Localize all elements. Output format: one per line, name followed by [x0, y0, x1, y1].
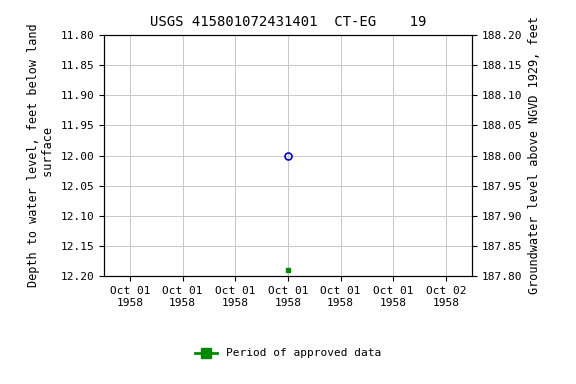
Title: USGS 415801072431401  CT-EG    19: USGS 415801072431401 CT-EG 19	[150, 15, 426, 29]
Legend: Period of approved data: Period of approved data	[191, 344, 385, 363]
Y-axis label: Depth to water level, feet below land
 surface: Depth to water level, feet below land su…	[26, 24, 55, 287]
Y-axis label: Groundwater level above NGVD 1929, feet: Groundwater level above NGVD 1929, feet	[528, 17, 541, 295]
